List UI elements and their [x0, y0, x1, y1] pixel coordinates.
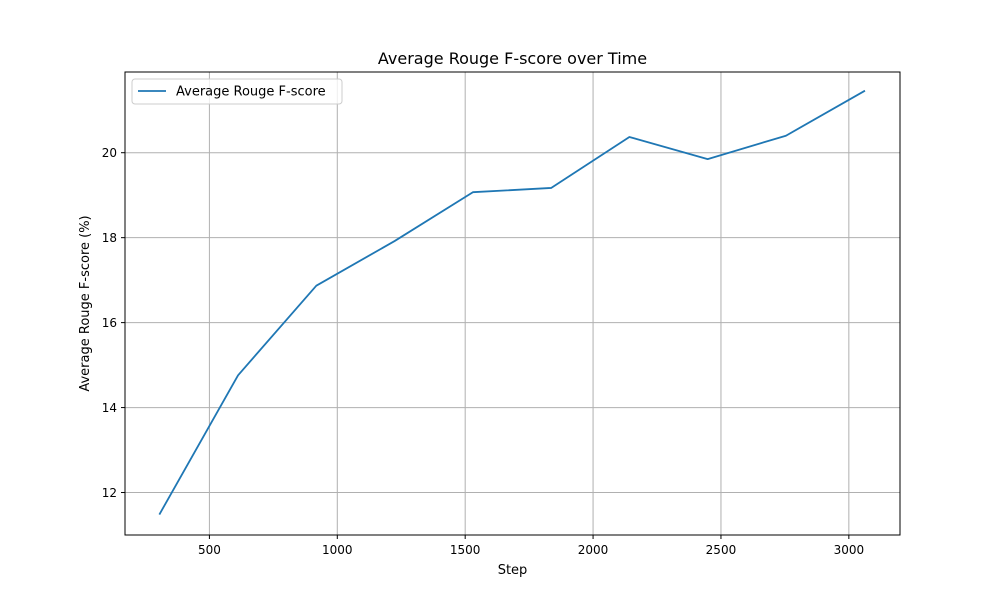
- x-tick-label: 500: [198, 543, 221, 557]
- plot-frame: [124, 71, 901, 536]
- x-tick-label: 2000: [578, 543, 609, 557]
- y-tick-label: 12: [102, 486, 117, 500]
- legend: Average Rouge F-score: [131, 78, 343, 105]
- y-tick-label: 18: [102, 231, 117, 245]
- x-axis: 500 1000 1500 2000 2500 3000: [198, 535, 864, 557]
- x-tick-label: 3000: [834, 543, 865, 557]
- series-layer: [158, 89, 866, 515]
- x-tick-label: 1500: [450, 543, 481, 557]
- y-axis: 12 14 16 18 20: [102, 146, 125, 500]
- x-axis-label: Step: [498, 563, 528, 578]
- grid: [125, 72, 900, 535]
- y-tick-label: 16: [102, 316, 117, 330]
- legend-box: [131, 78, 343, 105]
- legend-label: Average Rouge F-score: [176, 85, 326, 100]
- x-tick-label: 1000: [322, 543, 353, 557]
- y-axis-label: Average Rouge F-score (%): [78, 215, 93, 391]
- x-tick-label: 2500: [706, 543, 737, 557]
- y-tick-label: 14: [102, 401, 117, 415]
- y-tick-label: 20: [102, 146, 117, 160]
- chart-title: Average Rouge F-score over Time: [378, 49, 647, 68]
- series-line: [158, 89, 866, 515]
